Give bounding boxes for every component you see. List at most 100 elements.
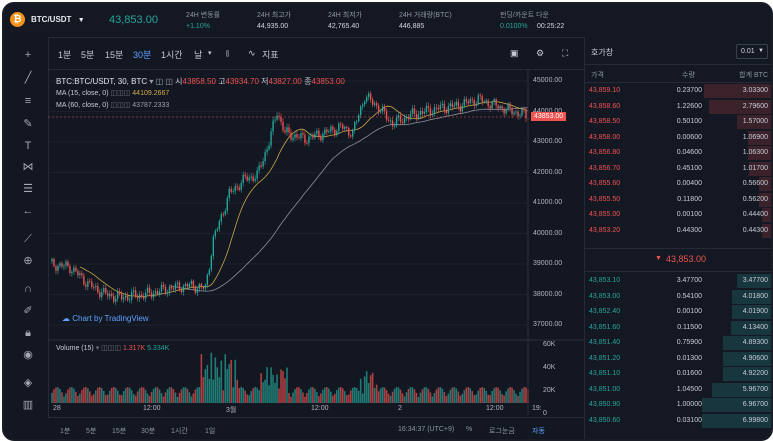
ask-row[interactable]: 43,853.20 0.44300 0.44300 [585,223,771,238]
volume-bar [272,374,274,403]
candle-body [292,137,294,140]
range-1m[interactable]: 1분 [60,428,71,435]
candle-body [276,115,278,120]
layers-icon[interactable]: ◈ [23,377,33,389]
ask-row[interactable]: 43,856.70 0.45100 1.01700 [585,161,771,176]
percent-toggle[interactable]: % [466,426,473,433]
bid-row[interactable]: 43,851.20 0.01300 4.90600 [585,351,771,366]
indicator-icon[interactable]: ∿ [248,48,256,58]
crosshair-icon[interactable]: + [24,49,32,61]
candle-body [471,99,473,101]
trend-line-icon[interactable]: ╱ [24,72,32,84]
ask-qty: 0.23700 [676,87,702,94]
volume-bar [314,388,316,403]
bid-row[interactable]: 43,851.60 0.11500 4.13400 [585,320,771,335]
bid-row[interactable]: 43,851.40 0.75900 4.89300 [585,336,771,350]
range-5m[interactable]: 5분 [86,428,97,435]
symbol-selector[interactable]: BTC/USDT ▼ [31,15,85,24]
precision-select[interactable]: 0.01 ▼ [736,44,768,59]
bid-price: 43,853.10 [589,277,621,284]
ask-row[interactable]: 43,858.50 0.50100 1.57000 [585,115,771,129]
volume-bar [210,352,213,403]
candle-body [479,95,481,97]
candle-body [354,122,356,130]
volume-bar [324,387,326,403]
bid-row[interactable]: 43,850.90 1.00000 6.96700 [585,398,771,412]
bid-row[interactable]: 43,850.60 0.03100 6.99800 [585,413,771,428]
range-30m[interactable]: 30분 [141,428,156,435]
zoom-icon[interactable]: ⊕ [23,255,33,267]
candle-type-icon[interactable]: ⫾ [226,48,229,58]
brush-icon[interactable]: ✎ [23,118,33,130]
volume-bar [411,387,414,403]
precision-value: 0.01 [741,48,755,55]
chart-title[interactable]: BTC:BTC/USDT, 30, BTC [56,77,148,86]
fib-icon[interactable]: ☰ [23,183,33,195]
auto-toggle[interactable]: 자동 [532,428,545,435]
text-icon[interactable]: T [24,140,32,152]
ask-row[interactable]: 43,858.00 0.00600 1.06900 [585,130,771,145]
interval-day[interactable]: 날 [194,50,203,60]
candle-body [158,291,161,295]
gear-icon[interactable]: ⚙ [536,48,545,58]
interval-5m[interactable]: 5분 [81,50,95,60]
candle-body [395,117,398,126]
interval-1h[interactable]: 1시간 [161,50,183,60]
range-15m[interactable]: 15분 [112,428,127,435]
ask-row[interactable]: 43,858.60 1.22600 2.79600 [585,99,771,114]
volume-bar [451,387,454,403]
volume-bar [471,391,474,403]
bid-qty: 0.54100 [676,292,702,300]
ask-row[interactable]: 43,855.50 0.11800 0.56200 [585,192,771,207]
interval-1m[interactable]: 1분 [58,50,72,60]
lock-icon[interactable]: 🔒︎ [25,327,31,339]
candle-body [111,293,113,296]
tradingview-watermark[interactable]: ☁ Chart by TradingView [62,314,149,323]
bid-row[interactable]: 43,851.00 1.04500 5.96700 [585,382,771,397]
camera-icon[interactable]: ▣ [510,48,519,58]
ruler-icon[interactable]: ⟋ [24,233,32,245]
candle-body [89,281,91,282]
timezone-display[interactable]: 16:34:37 (UTC+9) [398,426,455,433]
price-chart[interactable]: BTC:BTC/USDT, 30, BTC ▾ ◫ ◫ 시43858.50 고4… [48,70,584,417]
volume-bar [61,392,63,403]
time-tick: 12:00 [143,405,161,412]
volume-bar [71,387,73,403]
bid-row[interactable]: 43,853.10 3.47700 3.47700 [585,274,771,288]
candle-body [65,261,67,266]
stat-funding-label: 펀딩/카운트 다운 [500,12,549,19]
volume-bar [134,395,137,403]
volume-bar [188,392,191,403]
candle-body [186,283,189,287]
indicator-button[interactable]: 지표 [262,50,279,60]
interval-30m[interactable]: 30분 [133,50,152,60]
back-arrow-icon[interactable]: ← [22,205,34,217]
volume-bar [102,391,105,403]
candle-body [113,295,115,302]
interval-15m[interactable]: 15분 [105,50,124,60]
range-1d[interactable]: 1일 [205,428,216,435]
depth-bar [731,289,771,304]
ask-row[interactable]: 43,859.10 0.23700 3.03300 [585,84,771,98]
bid-row[interactable]: 43,851.10 0.01600 4.92200 [585,367,771,381]
ask-row[interactable]: 43,855.60 0.00400 0.56600 [585,177,771,191]
volume-bar [485,390,487,403]
range-1h[interactable]: 1시간 [171,428,188,435]
trash-icon[interactable]: ▥ [22,399,34,411]
volume-bar [288,392,290,403]
ask-row[interactable]: 43,856.80 0.04600 1.06300 [585,146,771,160]
magnet-icon[interactable]: ∩ [24,283,32,295]
fullscreen-icon[interactable]: ⛶ [562,48,569,58]
candle-body [419,111,422,115]
bid-row[interactable]: 43,853.00 0.54100 4.01800 [585,289,771,304]
log-toggle[interactable]: 로그눈금 [489,428,515,435]
eye-icon[interactable]: ◉ [23,349,33,361]
pencil-lock-icon[interactable]: ✐ [23,305,33,317]
horizontal-line-icon[interactable]: ≡ [24,95,32,107]
ask-price: 43,858.00 [589,133,621,141]
bid-row[interactable]: 43,852.40 0.00100 4.01900 [585,305,771,319]
chevron-down-icon[interactable]: ▾ [208,50,212,57]
pattern-icon[interactable]: ⋈ [22,161,34,173]
depth-bar [708,99,771,114]
ask-row[interactable]: 43,855.00 0.00100 0.44400 [585,208,771,222]
